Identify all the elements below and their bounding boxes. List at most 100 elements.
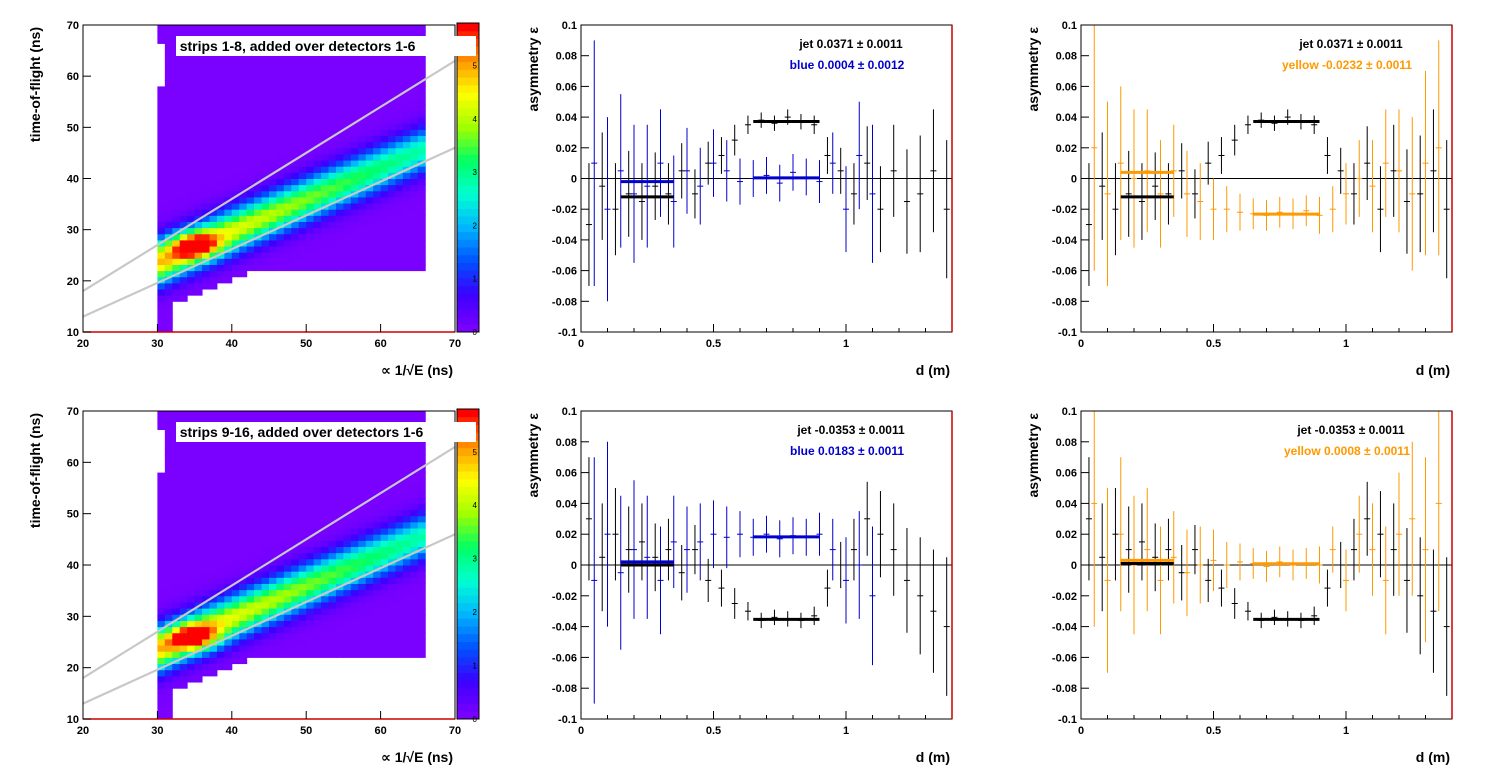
heatmap-cell bbox=[164, 319, 173, 327]
heatmap-cell bbox=[231, 61, 240, 69]
heatmap-cell bbox=[276, 239, 285, 247]
heatmap-cell bbox=[313, 178, 322, 186]
y-tick-label: 0.02 bbox=[1056, 143, 1077, 155]
heatmap-cell bbox=[388, 589, 396, 597]
colorbar-cell bbox=[457, 486, 479, 495]
heatmap-cell bbox=[269, 454, 277, 461]
heatmap-cell bbox=[239, 571, 248, 578]
heatmap-cell bbox=[365, 632, 374, 640]
heatmap-cell bbox=[179, 571, 188, 578]
heatmap-cell bbox=[224, 98, 233, 106]
heatmap-cell bbox=[276, 252, 285, 259]
heatmap-cell bbox=[358, 147, 367, 155]
heatmap-cell bbox=[172, 239, 181, 247]
heatmap-cell bbox=[358, 160, 367, 167]
heatmap-cell bbox=[410, 117, 419, 124]
heatmap-cell bbox=[172, 203, 181, 210]
heatmap-cell bbox=[194, 282, 203, 290]
heatmap-cell bbox=[358, 571, 367, 578]
heatmap-cell bbox=[179, 67, 188, 75]
heatmap-cell bbox=[246, 478, 255, 486]
heatmap-cell bbox=[202, 233, 210, 241]
heatmap-cell bbox=[179, 252, 188, 259]
heatmap-cell bbox=[276, 209, 285, 216]
heatmap-cell bbox=[365, 638, 374, 646]
heatmap-cell bbox=[380, 135, 389, 143]
heatmap-cell bbox=[269, 61, 277, 69]
heatmap-cell bbox=[417, 515, 426, 523]
heatmap-cell bbox=[261, 595, 270, 603]
heatmap-cell bbox=[172, 166, 181, 173]
heatmap-cell bbox=[194, 31, 203, 38]
heatmap-cell bbox=[306, 571, 315, 578]
y-tick-label: -0.1 bbox=[1058, 714, 1077, 726]
heatmap-cell bbox=[298, 252, 307, 259]
heatmap-cell bbox=[291, 31, 300, 38]
heatmap-cell bbox=[202, 583, 210, 591]
heatmap-cell bbox=[231, 233, 240, 241]
heatmap-cell bbox=[202, 558, 210, 566]
x-tick-label: 60 bbox=[374, 725, 386, 737]
heatmap-cell bbox=[358, 491, 367, 498]
heatmap-cell bbox=[164, 565, 173, 572]
heatmap-cell bbox=[164, 270, 173, 278]
heatmap-cell bbox=[343, 515, 352, 523]
heatmap-cell bbox=[224, 528, 233, 535]
heatmap-cell bbox=[224, 515, 233, 523]
heatmap-cell bbox=[254, 227, 263, 235]
heatmap-cell bbox=[172, 466, 181, 474]
heatmap-cell bbox=[291, 117, 300, 124]
heatmap-cell bbox=[157, 37, 166, 44]
heatmap-cell bbox=[291, 129, 300, 137]
heatmap-cell bbox=[321, 92, 330, 100]
heatmap-cell bbox=[276, 92, 285, 100]
heatmap-cell bbox=[231, 472, 240, 480]
heatmap-cell bbox=[306, 221, 315, 229]
heatmap-cell bbox=[306, 135, 315, 143]
heatmap-cell bbox=[187, 540, 196, 548]
heatmap-cell bbox=[350, 196, 359, 204]
heatmap-cell bbox=[358, 215, 367, 222]
heatmap-cell bbox=[239, 441, 248, 449]
heatmap-cell bbox=[179, 651, 188, 658]
heatmap-cell bbox=[402, 252, 411, 259]
heatmap-cell bbox=[187, 601, 196, 609]
heatmap-cell bbox=[291, 608, 300, 615]
heatmap-cell bbox=[313, 565, 322, 572]
heatmap-cell bbox=[239, 657, 248, 665]
colorbar-frame bbox=[456, 22, 480, 333]
heatmap-cell bbox=[209, 472, 218, 480]
heatmap-cell bbox=[261, 454, 270, 461]
heatmap-cell bbox=[373, 583, 382, 591]
heatmap-cell bbox=[261, 135, 270, 143]
heatmap-cell bbox=[306, 484, 315, 492]
colorbar-cell bbox=[457, 77, 479, 86]
heatmap-cell bbox=[246, 460, 255, 467]
heatmap-cell bbox=[239, 614, 248, 621]
heatmap-cell bbox=[298, 147, 307, 155]
heatmap-cell bbox=[239, 196, 248, 204]
heatmap-cell bbox=[224, 135, 233, 143]
heatmap-cell bbox=[239, 190, 248, 198]
heatmap-cell bbox=[365, 92, 374, 100]
heatmap-cell bbox=[388, 509, 396, 517]
heatmap-cell bbox=[306, 129, 315, 137]
heatmap-cell bbox=[179, 233, 188, 241]
heatmap-cell bbox=[291, 61, 300, 69]
heatmap-cell bbox=[224, 160, 233, 167]
heatmap-cell bbox=[194, 55, 203, 63]
heatmap-cell bbox=[209, 546, 218, 554]
heatmap-cell bbox=[358, 104, 367, 112]
heatmap-cell bbox=[388, 540, 396, 548]
heatmap-cell bbox=[261, 203, 270, 210]
heatmap-cell bbox=[343, 147, 352, 155]
heatmap-cell bbox=[402, 160, 411, 167]
heatmap-cell bbox=[261, 258, 270, 265]
heatmap-cell bbox=[380, 110, 389, 118]
heatmap-cell bbox=[164, 509, 173, 517]
heatmap-cell bbox=[298, 178, 307, 186]
heatmap-cell bbox=[157, 227, 166, 235]
heatmap-cell bbox=[216, 614, 225, 621]
heatmap-cell bbox=[380, 227, 389, 235]
heatmap-cell bbox=[209, 497, 218, 504]
